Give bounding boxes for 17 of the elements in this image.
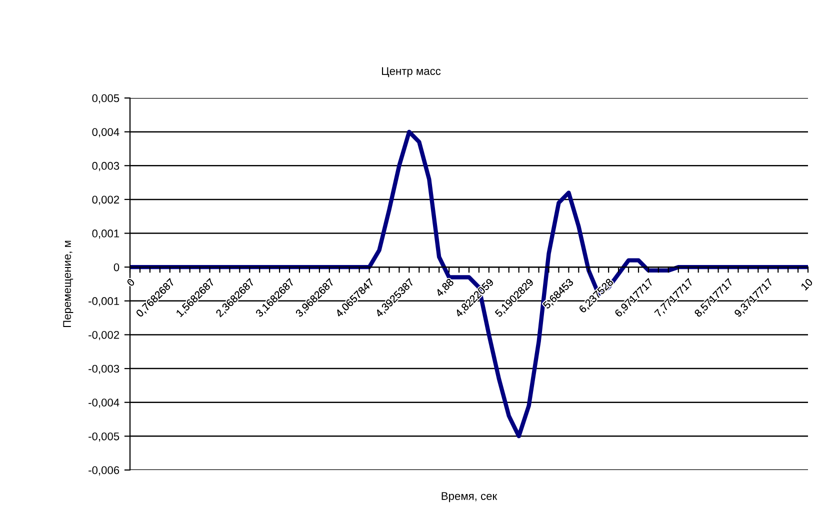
y-tick-label: 0,004 [92,128,120,138]
y-tick-label: -0,001 [88,297,120,306]
y-tick-label: 0,001 [92,230,120,239]
y-tick-label: 0,005 [92,94,120,104]
x-tick-label: 4,88 [435,278,456,298]
y-tick-label: -0,005 [88,432,120,442]
y-tick-label: -0,002 [88,330,120,340]
y-tick-label: 0,003 [92,162,120,172]
x-axis-title: Время, сек [442,492,498,502]
y-tick-label: 0 [114,263,120,272]
y-tick-label: 0,002 [92,196,120,205]
chart-title: Центр масс [382,67,441,78]
y-tick-label: -0,003 [88,364,120,374]
y-tick-label: -0,006 [88,466,120,476]
x-tick-label: 10 [800,278,814,291]
y-axis-title: Перемещение, м [63,240,74,328]
y-tick-label: -0,004 [88,398,120,408]
